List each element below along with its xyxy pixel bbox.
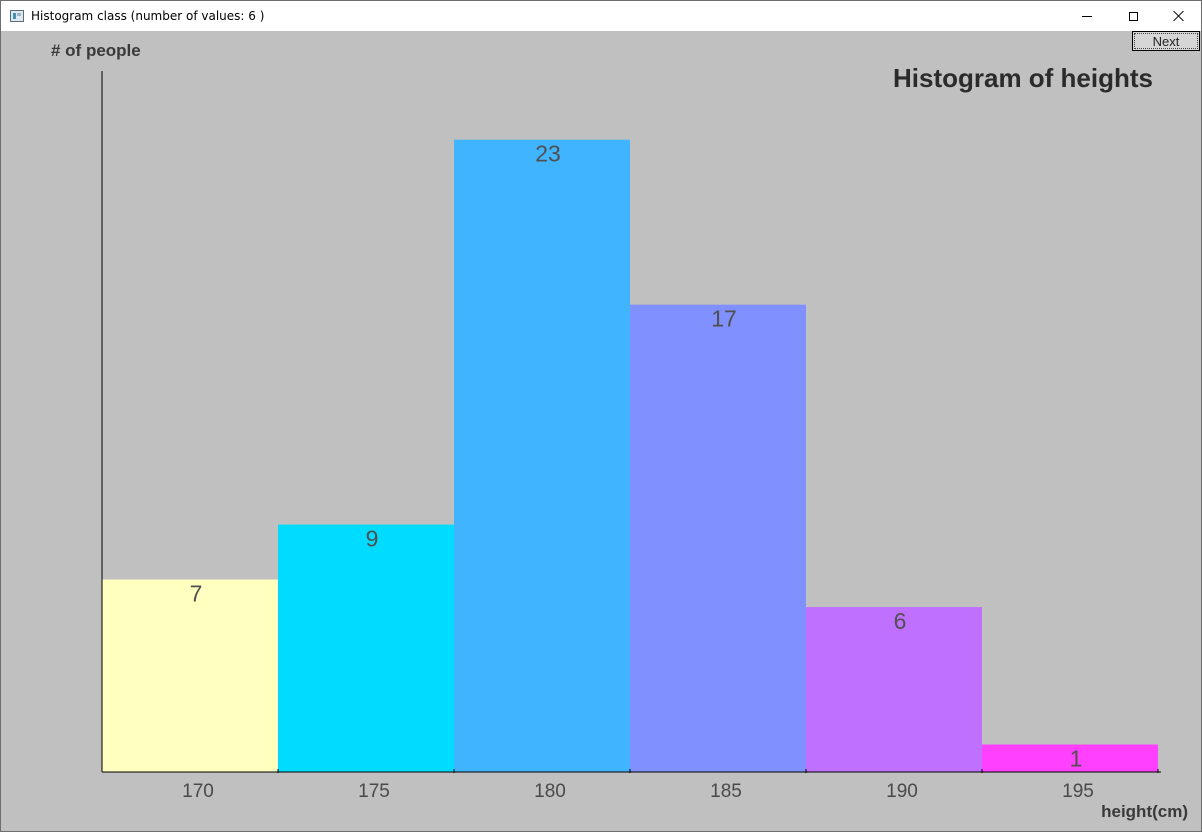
x-tick-label: 170 — [182, 781, 214, 802]
bar-190 — [806, 607, 982, 772]
x-tick-label: 190 — [886, 781, 918, 802]
x-tick-label: 175 — [358, 781, 390, 802]
x-tick-label: 180 — [534, 781, 566, 802]
y-axis-label: # of people — [51, 41, 141, 60]
bar-170 — [102, 579, 278, 772]
bar-value-label: 6 — [894, 608, 907, 634]
bar-175 — [278, 524, 454, 772]
bar-185 — [630, 304, 806, 772]
next-button[interactable]: Next — [1132, 31, 1200, 51]
bar-value-label: 9 — [366, 526, 379, 552]
x-ticks-group — [277, 769, 1159, 773]
value-labels-group: 7 9 23 17 6 1 — [190, 141, 1083, 772]
maximize-button[interactable] — [1110, 1, 1156, 31]
minimize-icon — [1082, 15, 1092, 17]
bar-180 — [454, 139, 630, 773]
bar-value-label: 17 — [711, 306, 737, 332]
x-axis-label: height(cm) — [1101, 802, 1188, 821]
bar-value-label: 23 — [535, 141, 561, 167]
x-tick-label: 185 — [710, 781, 742, 802]
x-tick-label: 195 — [1062, 781, 1094, 802]
app-icon — [10, 10, 24, 22]
bar-value-label: 7 — [190, 581, 203, 607]
title-bar[interactable]: Histogram class (number of values: 6 ) — [1, 1, 1201, 31]
x-tick-labels-group: 170 175 180 185 190 195 — [182, 781, 1094, 802]
bar-195 — [982, 744, 1158, 772]
close-button[interactable] — [1156, 1, 1202, 31]
bars-group — [102, 139, 1158, 773]
chart-title: Histogram of heights — [893, 63, 1153, 93]
bar-value-label: 1 — [1070, 746, 1083, 772]
maximize-icon — [1128, 11, 1138, 21]
window-title: Histogram class (number of values: 6 ) — [31, 9, 265, 23]
chart-area: 7 9 23 17 6 1 170 175 180 185 190 195 # of people … — [1, 31, 1201, 831]
close-icon — [1173, 10, 1185, 22]
minimize-button[interactable] — [1064, 1, 1110, 31]
